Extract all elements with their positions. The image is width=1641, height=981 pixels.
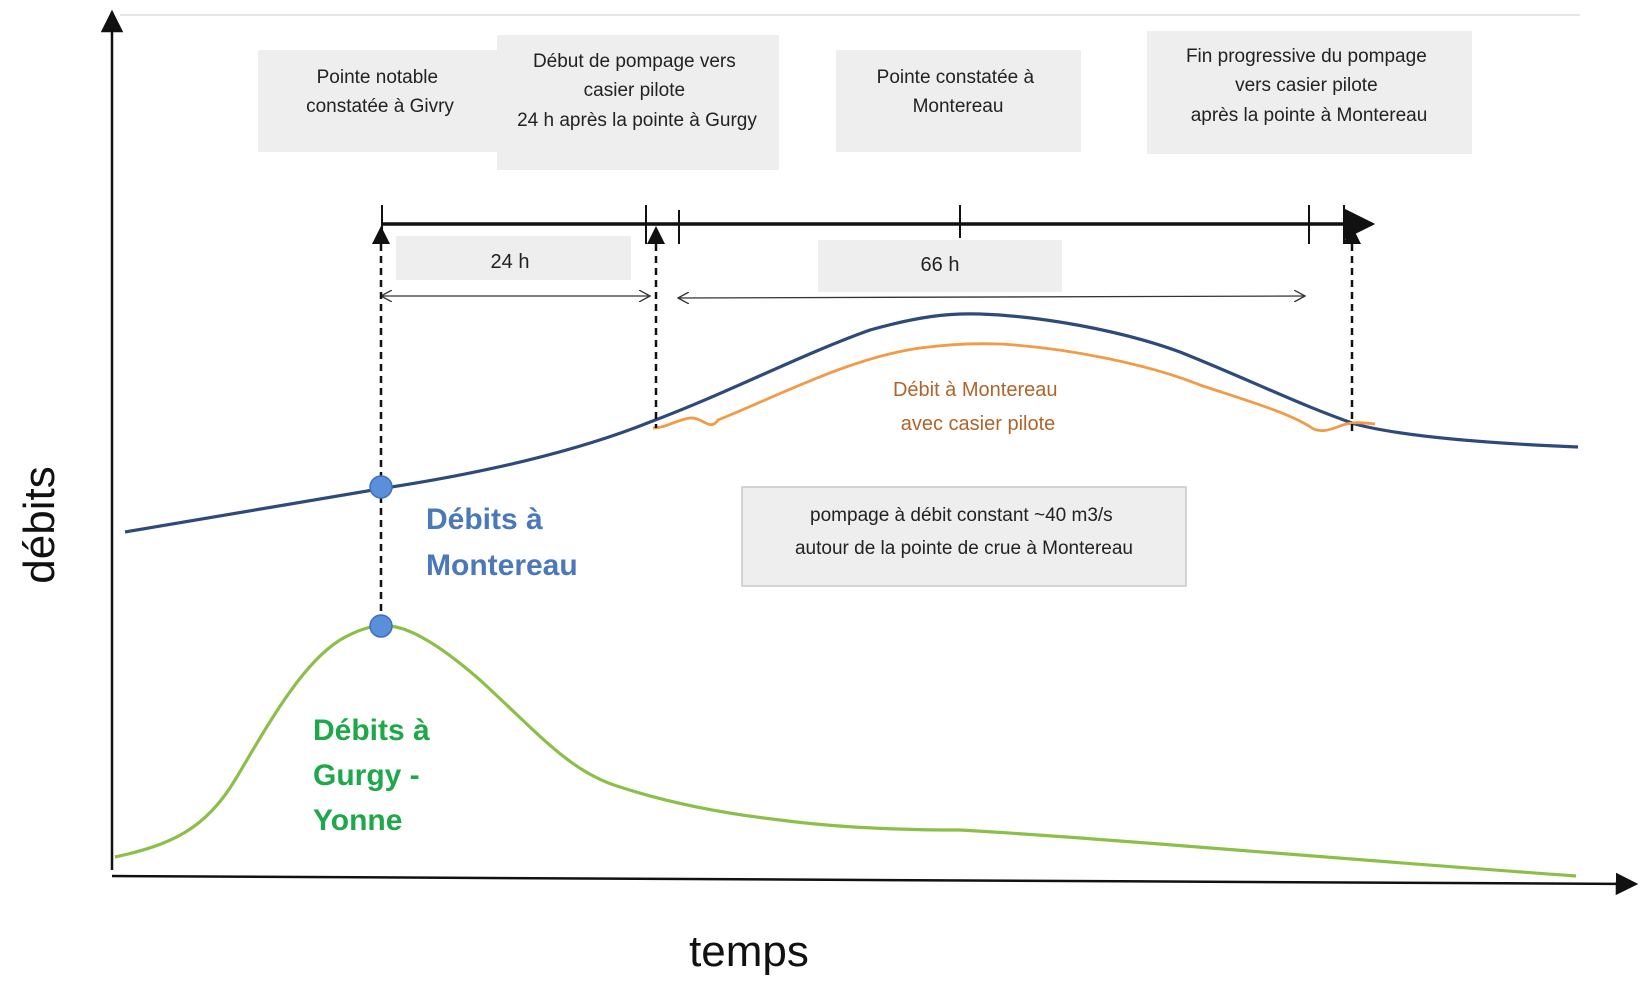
svg-text:Pointe constatée à Monte: Pointe constatée à Montereau xyxy=(877,67,1040,117)
svg-text:Fin progressive du pompage: Fin progressive du pompage vers casier p… xyxy=(1186,46,1432,126)
orange-curve-label: Débit à Montereau xyxy=(893,379,1058,401)
connector-arrowhead xyxy=(647,226,665,244)
svg-text:Pointe notable constatée: Pointe notable constatée à Givry xyxy=(306,67,454,117)
svg-text:Débit à Montereau avec cas: Débit à Montereau avec casier pilote xyxy=(893,379,1063,435)
pumping-note-line: autour de la pointe de crue à Montereau xyxy=(795,538,1133,559)
gurgy-flow-curve xyxy=(114,623,1577,878)
x-axis-label: temps xyxy=(689,927,809,976)
annotation-line: Montereau xyxy=(913,96,1004,117)
gurgy-series-label: Gurgy - xyxy=(313,759,420,792)
orange-curve-label: avec casier pilote xyxy=(901,413,1056,435)
annotation-line: Pointe constatée à xyxy=(877,67,1035,88)
connector-arrowhead xyxy=(1343,226,1361,244)
annotation-line: Pointe notable xyxy=(317,67,439,88)
connector-arrowhead xyxy=(372,226,390,244)
annotation-line: 24 h après la pointe à Gurgy xyxy=(517,110,757,131)
annotation-line: constatée à Givry xyxy=(306,96,454,117)
svg-text:Débits à Gurgy - Yonne: Débits à Gurgy - Yonne xyxy=(313,714,438,837)
montereau-series-label: Débits à xyxy=(426,503,543,536)
annotation-line: après la pointe à Montereau xyxy=(1191,105,1428,126)
duration-box-24h xyxy=(396,236,631,280)
annotation-box-debut-pompage: Début de pompage vers casier pilote 24 h… xyxy=(497,35,779,170)
montereau-with-casier-curve xyxy=(652,342,1376,433)
annotation-box-fin-pompage: Fin progressive du pompage vers casier p… xyxy=(1147,31,1472,154)
svg-text:Début de pompage vers ca: Début de pompage vers casier pilote 24 h… xyxy=(517,51,757,131)
duration-66h-label: 66 h xyxy=(921,254,960,276)
duration-24h-label: 24 h xyxy=(491,251,530,273)
annotation-line: casier pilote xyxy=(584,80,685,101)
y-axis-label: débits xyxy=(15,466,64,583)
gurgy-marker xyxy=(369,614,393,638)
svg-text:Débits à Montereau: Débits à Montereau xyxy=(426,503,578,582)
montereau-marker xyxy=(369,475,393,499)
annotation-box-pointe-montereau: Pointe constatée à Montereau xyxy=(836,50,1081,152)
pumping-note-box: pompage à débit constant ~40 m3/s autour… xyxy=(741,486,1187,587)
annotation-line: Début de pompage vers xyxy=(533,51,736,72)
duration-box-66h xyxy=(818,240,1062,292)
gurgy-series-label: Débits à xyxy=(313,714,430,747)
gurgy-series-label: Yonne xyxy=(313,804,402,837)
span-arrow-66h xyxy=(678,296,1305,298)
svg-text:pompage à débit constant ~40 m: pompage à débit constant ~40 m3/s autour… xyxy=(795,505,1133,559)
x-axis xyxy=(111,872,1639,896)
montereau-series-label: Montereau xyxy=(426,549,578,582)
annotation-line: vers casier pilote xyxy=(1235,75,1378,96)
annotation-box-givry: Pointe notable constatée à Givry xyxy=(258,50,498,152)
pumping-note-line: pompage à débit constant ~40 m3/s xyxy=(810,505,1113,526)
annotation-line: Fin progressive du pompage xyxy=(1186,46,1427,67)
